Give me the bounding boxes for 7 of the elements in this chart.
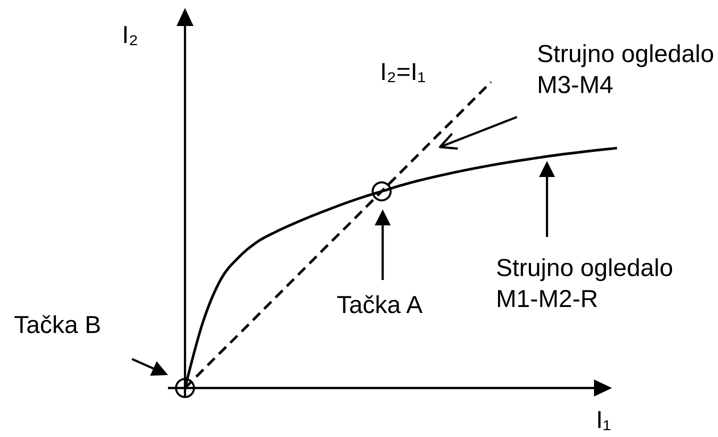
annotation: I₂=I₁ <box>380 59 426 86</box>
y-axis-title: I₂ <box>122 22 138 49</box>
annotation: Strujno ogledalo M3-M4 <box>537 41 714 99</box>
annotation: Strujno ogledalo M1-M2-R <box>496 255 674 313</box>
text: Tačka B <box>14 312 102 339</box>
x-axis-title: I₁ <box>596 407 612 434</box>
annotation: Tačka A <box>336 292 424 319</box>
